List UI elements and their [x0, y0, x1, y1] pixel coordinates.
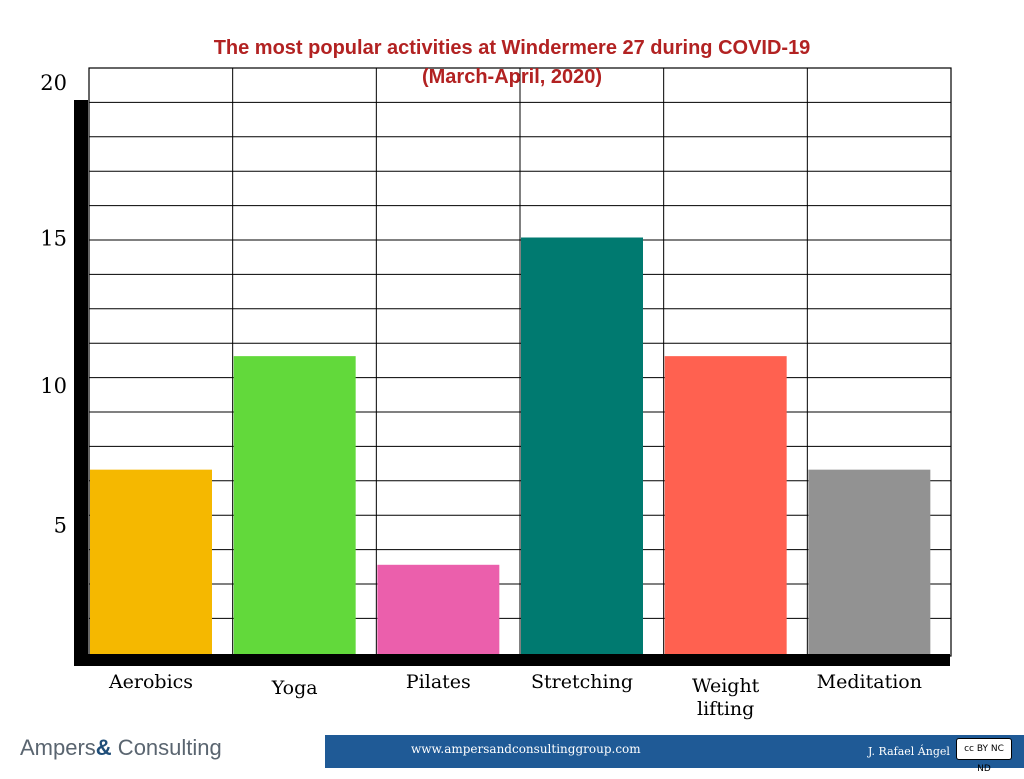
y-tick-label: 15: [40, 227, 67, 251]
footer-author: J. Rafael Ángel: [868, 745, 950, 758]
x-category-label: Yoga: [271, 677, 318, 699]
x-category-labels: Aerobics Yoga Pilates Stretching Weightlifti…: [108, 671, 922, 720]
y-tick-labels: 5 10 15 20: [40, 71, 67, 538]
bar-pilates: [377, 564, 500, 656]
ampers-consulting-logo: Ampers& Consulting: [20, 735, 222, 761]
footer-website-link[interactable]: www.ampersandconsultinggroup.com: [411, 742, 641, 756]
y-tick-label: 10: [40, 374, 67, 398]
chart-title: The most popular activities at Windermer…: [214, 37, 811, 59]
grid-layer: [88, 67, 952, 657]
x-category-label: Weight: [692, 675, 760, 697]
logo-ampersand: &: [95, 735, 112, 760]
y-tick-label: 20: [40, 71, 67, 95]
bar-stretching: [521, 237, 643, 656]
x-category-label: Aerobics: [108, 671, 193, 693]
x-category-label: lifting: [697, 698, 754, 720]
x-category-label: Meditation: [817, 671, 922, 693]
y-axis: [74, 100, 88, 666]
x-category-label: Pilates: [406, 671, 471, 693]
logo-text-consulting: Consulting: [111, 735, 222, 760]
bar-aerobics: [90, 469, 212, 656]
x-category-label: Stretching: [531, 671, 633, 693]
logo-text-ampers: Ampers: [20, 735, 96, 760]
bar-weight-lifting: [664, 356, 787, 656]
y-tick-label: 5: [54, 514, 67, 538]
cc-license-badge: cc BY NC ND: [956, 738, 1012, 774]
footer-bar: [325, 735, 1024, 768]
chart-subtitle: (March-April, 2020): [422, 66, 602, 88]
bars: [90, 237, 931, 656]
bar-meditation: [808, 469, 931, 656]
axes: [74, 100, 950, 666]
bar-yoga: [233, 356, 356, 656]
x-axis: [74, 654, 950, 666]
